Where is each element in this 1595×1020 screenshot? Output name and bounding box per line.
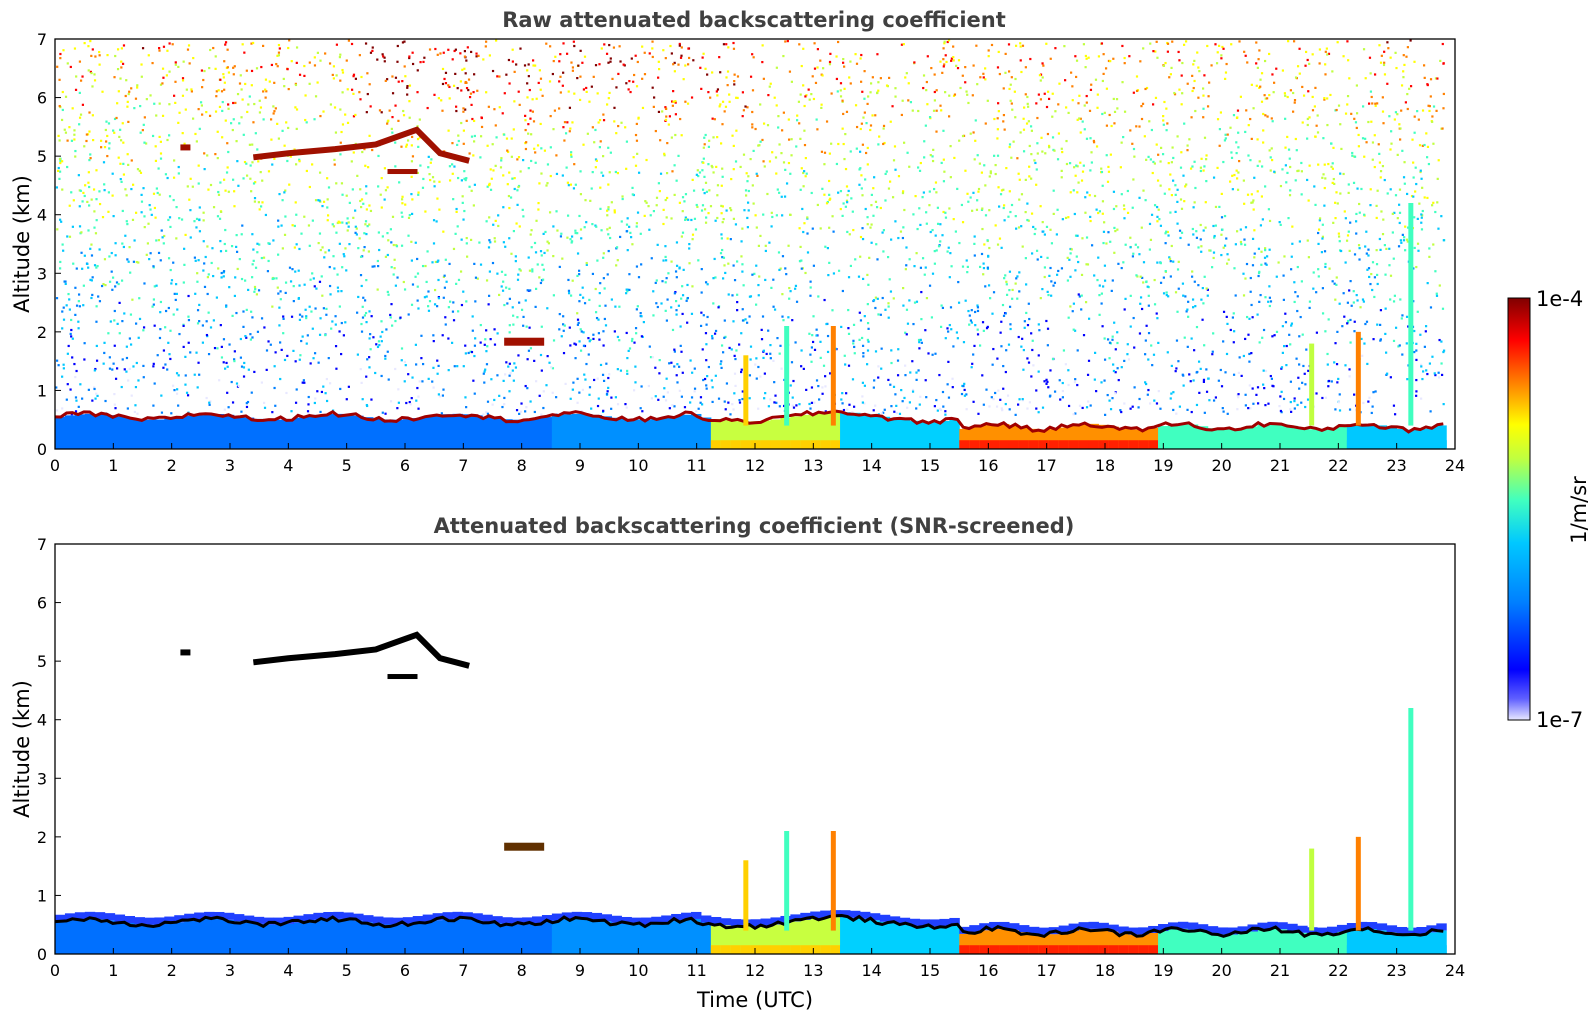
y-tick-label: 7 [37,30,47,49]
x-tick-label: 19 [1153,961,1173,980]
colorbar-gradient [1507,297,1531,721]
x-tick-label: 2 [167,961,177,980]
x-tick-label: 0 [50,456,60,475]
x-tick-label: 20 [1211,961,1231,980]
screened-backscatter-panel: Attenuated backscattering coefficient (S… [10,514,1465,1012]
y-axis-ticks: 0 1 2 3 4 5 6 7 [37,30,61,459]
y-tick-label: 0 [37,945,47,964]
x-tick-label: 18 [1095,961,1115,980]
x-tick-label: 17 [1036,961,1056,980]
x-tick-label: 5 [342,961,352,980]
y-tick-label: 3 [37,769,47,788]
x-tick-label: 14 [861,456,881,475]
x-tick-label: 15 [920,961,940,980]
y-tick-label: 2 [37,828,47,847]
x-tick-label: 19 [1153,456,1173,475]
y-tick-label: 0 [37,440,47,459]
x-tick-label: 7 [458,961,468,980]
x-tick-label: 11 [686,961,706,980]
y-tick-label: 4 [37,711,47,730]
colorbar-max-label: 1e-4 [1536,287,1583,311]
x-tick-label: 3 [225,456,235,475]
x-tick-label: 10 [628,456,648,475]
x-axis-ticks: 0 1 2 3 4 5 6 7 8 9 10 11 12 13 14 15 16 17 18 19 20 21 22 23 24 [50,948,1465,980]
x-tick-label: 24 [1445,456,1465,475]
x-axis-label: Time (UTC) [696,988,813,1012]
x-tick-label: 1 [108,456,118,475]
x-tick-label: 20 [1211,456,1231,475]
x-tick-label: 0 [50,961,60,980]
panel-title: Raw attenuated backscattering coefficien… [502,8,1006,32]
y-tick-label: 5 [37,147,47,166]
x-tick-label: 6 [400,456,410,475]
x-tick-label: 22 [1328,961,1348,980]
raw-heatmap-area [54,39,1455,449]
y-tick-label: 6 [37,594,47,613]
y-axis-ticks: 0 1 2 3 4 5 6 7 [37,535,61,964]
x-tick-label: 11 [686,456,706,475]
x-tick-label: 24 [1445,961,1465,980]
y-tick-label: 5 [37,652,47,671]
x-tick-label: 21 [1270,961,1290,980]
x-tick-label: 12 [745,961,765,980]
x-axis-ticks: 0 1 2 3 4 5 6 7 8 9 10 11 12 13 14 15 16 17 18 19 20 21 22 23 24 [50,443,1465,475]
colorbar: 1e-4 1e-7 1/m/sr [1507,287,1591,732]
y-axis-label: Altitude (km) [10,175,34,313]
x-tick-label: 23 [1386,961,1406,980]
x-tick-label: 12 [745,456,765,475]
x-tick-label: 9 [575,961,585,980]
x-tick-label: 18 [1095,456,1115,475]
x-tick-label: 5 [342,456,352,475]
y-tick-label: 6 [37,89,47,108]
x-tick-label: 13 [803,961,823,980]
x-tick-label: 8 [517,961,527,980]
y-tick-label: 7 [37,535,47,554]
x-tick-label: 16 [978,961,998,980]
colorbar-unit-label: 1/m/sr [1567,476,1591,544]
raw-backscatter-panel: Raw attenuated backscattering coefficien… [10,8,1465,475]
x-tick-label: 6 [400,961,410,980]
x-tick-label: 7 [458,456,468,475]
x-tick-label: 4 [283,456,293,475]
x-tick-label: 17 [1036,456,1056,475]
x-tick-label: 15 [920,456,940,475]
x-tick-label: 8 [517,456,527,475]
x-tick-label: 14 [861,961,881,980]
x-tick-label: 22 [1328,456,1348,475]
x-tick-label: 3 [225,961,235,980]
y-tick-label: 1 [37,886,47,905]
y-tick-label: 4 [37,206,47,225]
screened-heatmap-area [54,544,1455,954]
y-tick-label: 3 [37,264,47,283]
x-tick-label: 2 [167,456,177,475]
x-tick-label: 10 [628,961,648,980]
x-tick-label: 23 [1386,456,1406,475]
y-tick-label: 1 [37,381,47,400]
x-tick-label: 4 [283,961,293,980]
y-axis-label: Altitude (km) [10,680,34,818]
y-tick-label: 2 [37,323,47,342]
x-tick-label: 13 [803,456,823,475]
x-tick-label: 21 [1270,456,1290,475]
x-tick-label: 16 [978,456,998,475]
colorbar-min-label: 1e-7 [1536,708,1583,732]
x-tick-label: 9 [575,456,585,475]
panel-title: Attenuated backscattering coefficient (S… [434,514,1075,538]
x-tick-label: 1 [108,961,118,980]
